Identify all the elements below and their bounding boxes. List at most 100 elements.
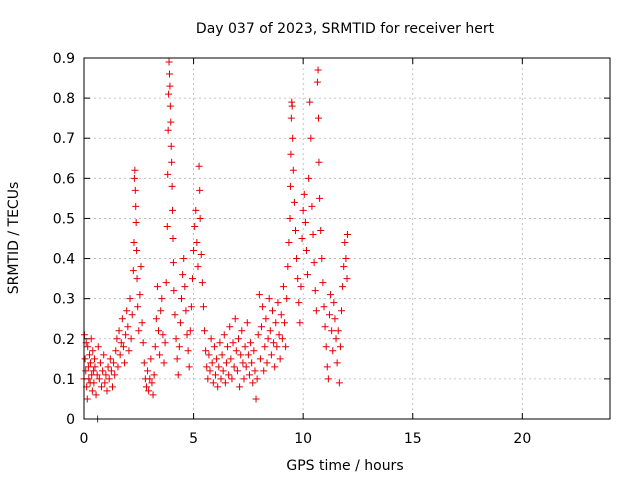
data-point [264,335,272,343]
x-tick-labels: 0 5 10 15 20 [80,431,532,447]
data-point [313,78,321,86]
data-point [196,186,204,194]
data-point [150,371,158,379]
data-point [263,359,271,367]
data-point [82,367,90,375]
data-point [289,166,297,174]
data-point [132,202,140,210]
data-point [209,379,217,387]
data-point [192,206,200,214]
data-point [168,158,176,166]
data-point [148,379,156,387]
data-point [267,351,275,359]
data-point [147,355,155,363]
data-point [96,359,104,367]
data-point [216,339,224,347]
data-point [167,118,175,126]
data-point [104,363,112,371]
data-point [229,339,237,347]
data-point [240,375,248,383]
data-point [301,218,309,226]
data-point [98,383,106,391]
data-point [145,387,153,395]
data-point [162,279,170,287]
data-point [330,299,338,307]
data-point [204,375,212,383]
data-point [282,343,290,351]
data-points [80,58,351,423]
x-tick-label: 0 [80,431,89,447]
data-point [310,259,318,267]
data-point [315,158,323,166]
data-point [325,311,333,319]
data-point [307,134,315,142]
data-point [190,247,198,255]
data-point [279,283,287,291]
data-point [88,387,96,395]
data-point [127,335,135,343]
data-point [306,98,314,106]
data-point [93,371,101,379]
data-point [128,311,136,319]
y-tick-label: 0.9 [53,51,75,67]
data-point [165,90,173,98]
data-point [118,315,126,323]
data-point [91,355,99,363]
data-point [235,335,243,343]
data-point [232,347,240,355]
data-point [125,347,133,355]
data-point [283,295,291,303]
data-point [217,375,225,383]
data-point [103,387,111,395]
data-point [123,307,131,315]
data-point [146,375,154,383]
data-point [99,367,107,375]
data-point [214,383,222,391]
data-point [85,375,93,383]
data-point [142,383,150,391]
data-point [341,239,349,247]
data-point [124,323,132,331]
data-point [210,343,218,351]
data-point [136,291,144,299]
data-point [139,339,147,347]
data-point [126,295,134,303]
data-point [84,363,92,371]
data-point [224,343,232,351]
data-point [222,359,230,367]
data-point [131,186,139,194]
data-point [290,198,298,206]
data-point [199,303,207,311]
data-point [228,375,236,383]
data-point [328,327,336,335]
data-point [250,347,258,355]
data-point [173,355,181,363]
data-point [197,251,205,259]
data-point [272,319,280,327]
data-point [302,247,310,255]
data-point [207,335,215,343]
data-point [167,142,175,150]
data-point [176,319,184,327]
data-point [169,206,177,214]
data-point [213,355,221,363]
data-point [169,235,177,242]
data-point [260,367,268,375]
data-point [81,355,89,363]
data-point [304,271,312,279]
y-tick-label: 0.8 [53,91,75,107]
data-point [230,363,238,371]
data-point [281,319,289,327]
data-point [101,379,109,387]
data-point [107,367,115,375]
data-point [293,255,301,263]
data-point [102,371,110,379]
data-point [266,327,274,335]
data-point [241,343,249,351]
data-point [196,214,204,222]
data-point [121,359,129,367]
data-point [110,359,118,367]
data-point [182,307,190,315]
data-point [294,275,302,283]
